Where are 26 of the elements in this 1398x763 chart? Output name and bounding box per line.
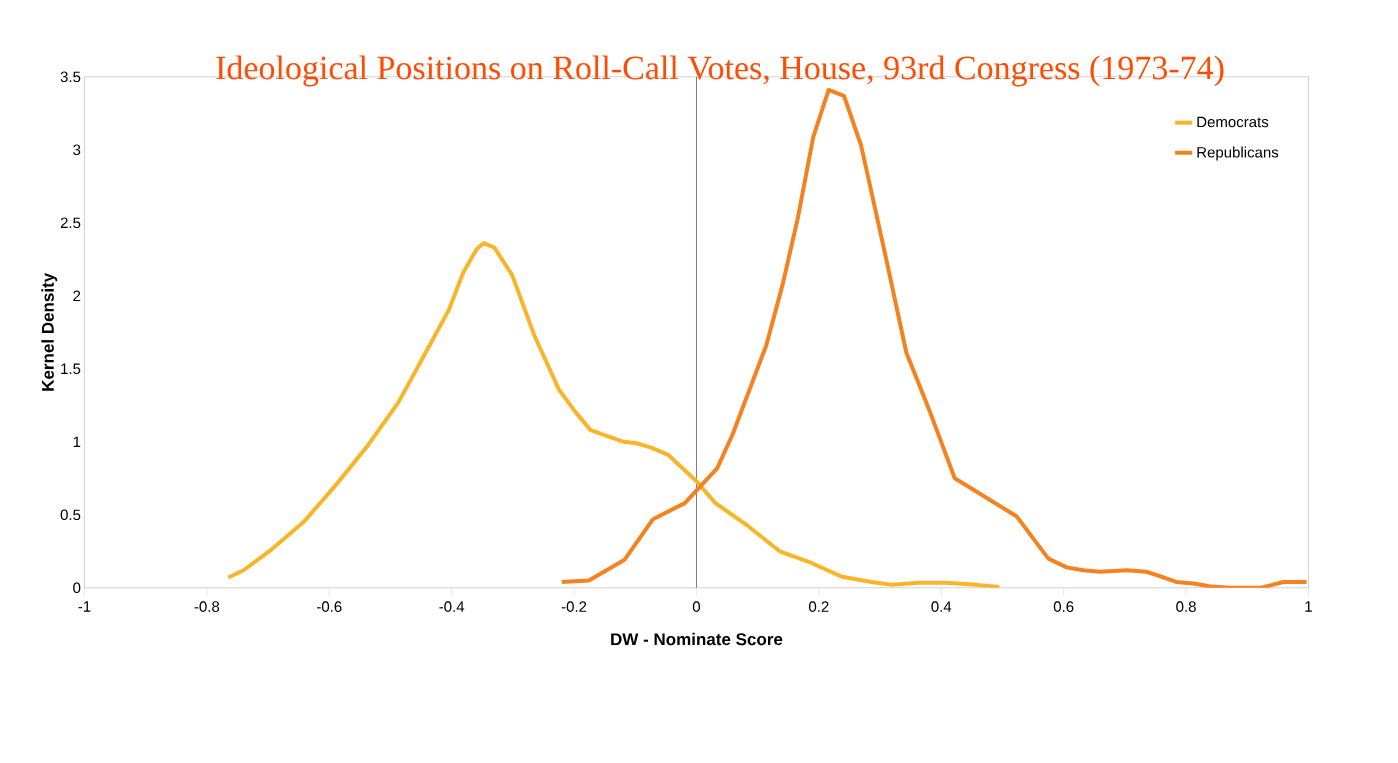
x-tick-label: -0.6 xyxy=(317,601,342,612)
y-tick-label: 3 xyxy=(73,144,81,156)
x-tick-label: -0.2 xyxy=(561,601,587,612)
x-tick-label: 0.2 xyxy=(809,601,829,612)
x-tick-label: 0.8 xyxy=(1176,601,1196,612)
x-tick-label: -0.4 xyxy=(439,601,465,612)
y-axis-title: Kernel Density xyxy=(41,272,58,391)
y-tick-label: 2.5 xyxy=(60,217,81,229)
x-tick-label: 0.4 xyxy=(931,601,952,612)
legend-label: Republicans xyxy=(1197,146,1279,161)
x-axis-title: DW - Nominate Score xyxy=(611,632,783,646)
chart-title: Ideological Positions on Roll-Call Votes, House, 93rd Congress (1973-74) xyxy=(216,55,1224,87)
y-tick-label: 0 xyxy=(73,582,81,594)
x-tick-label: 0 xyxy=(692,601,701,612)
x-tick-label: -0.8 xyxy=(194,601,220,612)
legend-label: Democrats xyxy=(1197,116,1269,128)
y-tick-label: 2 xyxy=(73,290,81,302)
y-tick-label: 1 xyxy=(73,436,81,447)
y-tick-label: 1.5 xyxy=(61,363,81,375)
line-series xyxy=(559,87,1309,588)
x-tick-label: -1 xyxy=(78,601,91,612)
x-tick-label: 0.6 xyxy=(1053,601,1074,612)
x-tick-label: 1 xyxy=(1305,601,1312,612)
y-tick-label: 0.5 xyxy=(60,509,81,521)
line-series xyxy=(226,241,1002,588)
y-tick-label: 3.5 xyxy=(60,71,81,83)
